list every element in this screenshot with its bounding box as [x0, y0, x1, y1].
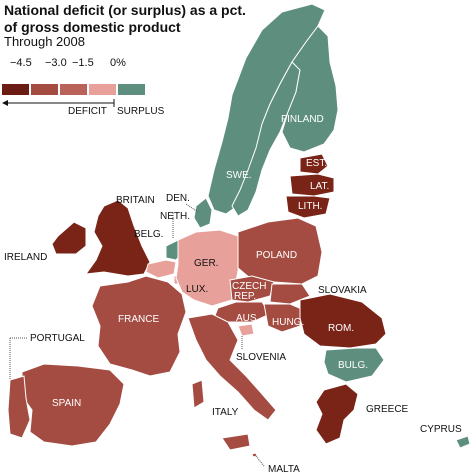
label-czech: CZECH	[232, 281, 266, 292]
label-lithuania: LITH.	[298, 201, 322, 212]
legend-swatch-2	[31, 84, 58, 95]
region-lithuania[interactable]	[285, 195, 331, 219]
region-denmark[interactable]	[193, 197, 213, 229]
legend-tick-1: −4.5	[10, 57, 32, 69]
label-italy: ITALY	[212, 407, 239, 418]
leader-lines	[9, 203, 265, 467]
region-sardinia[interactable]	[191, 379, 205, 409]
label-austria: AUS.	[236, 313, 259, 324]
region-bulgaria[interactable]	[323, 347, 385, 383]
legend-swatch-5	[118, 84, 145, 95]
label-denmark: DEN.	[166, 193, 190, 204]
label-germany: GER.	[194, 258, 218, 269]
region-malta[interactable]	[251, 452, 258, 458]
legend-swatch-4	[89, 84, 116, 95]
label-bulgaria: BULG.	[338, 360, 368, 371]
region-ireland[interactable]	[51, 221, 87, 255]
region-czech[interactable]	[229, 275, 275, 303]
legend-tick-4: 0%	[110, 57, 126, 69]
label-britain: BRITAIN	[116, 195, 155, 206]
label-spain: SPAIN	[52, 398, 81, 409]
label-hungary: HUNG.	[272, 317, 304, 328]
legend-deficit-label: DEFICIT	[68, 106, 107, 117]
label-czech-rep: REP.	[234, 291, 256, 302]
label-slovenia: SLOVENIA	[236, 352, 286, 363]
label-belgium: BELG.	[134, 229, 163, 240]
legend-arrow-icon	[2, 99, 115, 107]
legend-color-scale	[2, 84, 147, 95]
region-latvia[interactable]	[289, 173, 335, 197]
label-romania: ROM.	[328, 323, 354, 334]
map-title: National deficit (or surplus) as a pct. …	[4, 2, 246, 35]
region-britain[interactable]	[84, 199, 151, 277]
label-greece: GREECE	[366, 404, 409, 415]
label-poland: POLAND	[256, 250, 297, 261]
label-luxembourg: LUX.	[186, 284, 208, 295]
label-estonia: EST.	[306, 158, 327, 169]
region-portugal[interactable]	[7, 375, 31, 439]
legend-tick-2: −3.0	[45, 57, 67, 69]
region-slovenia[interactable]	[237, 323, 255, 337]
region-hungary[interactable]	[263, 303, 305, 333]
legend-surplus-label: SURPLUS	[117, 106, 165, 117]
region-france[interactable]	[91, 275, 187, 377]
label-portugal: PORTUGAL	[30, 333, 85, 344]
region-belgium[interactable]	[145, 259, 177, 279]
label-netherlands: NETH.	[160, 211, 190, 222]
region-finland[interactable]	[281, 25, 339, 153]
region-greece[interactable]	[315, 383, 359, 445]
map-subtitle: Through 2008	[4, 34, 85, 49]
region-romania[interactable]	[299, 293, 387, 349]
label-france: FRANCE	[118, 314, 159, 325]
label-ireland: IRELAND	[4, 252, 47, 263]
label-malta: MALTA	[268, 464, 300, 475]
label-cyprus: CYPRUS	[420, 424, 462, 435]
region-sicily[interactable]	[221, 433, 251, 451]
region-estonia[interactable]	[299, 153, 329, 175]
legend-ticks: −4.5 −3.0 −1.5 0%	[0, 57, 240, 73]
legend-swatch-3	[60, 84, 87, 95]
legend-swatch-1	[2, 84, 29, 95]
label-sweden: SWE.	[226, 170, 252, 181]
region-spain[interactable]	[21, 363, 125, 447]
label-latvia: LAT.	[310, 181, 329, 192]
legend-tick-3: −1.5	[72, 57, 94, 69]
region-italy[interactable]	[187, 313, 277, 421]
label-finland: FINLAND	[281, 114, 324, 125]
label-slovakia: SLOVAKIA	[318, 285, 367, 296]
region-cyprus[interactable]	[455, 435, 471, 449]
region-poland[interactable]	[237, 217, 323, 285]
